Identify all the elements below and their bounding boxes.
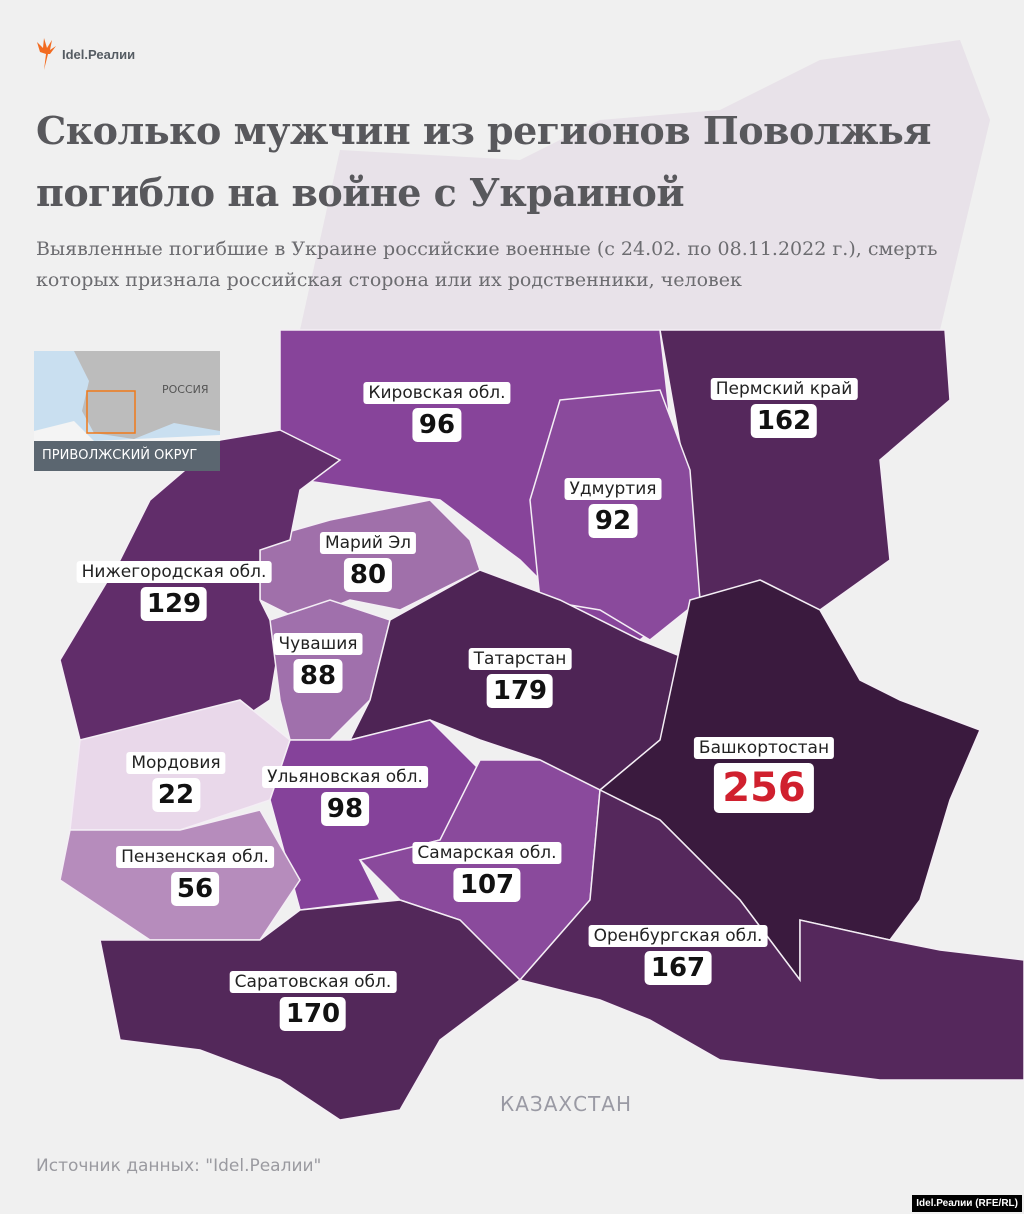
region-value: 92 [588, 504, 638, 538]
region-label: Кировская обл. 96 [363, 382, 511, 442]
source-note: Источник данных: "Idel.Реалии" [36, 1156, 322, 1176]
region-value: 107 [453, 868, 521, 902]
region-label: Мордовия 22 [126, 752, 226, 812]
region-label: Пермский край 162 [710, 378, 858, 438]
credit: Idel.Реалии (RFE/RL) [912, 1195, 1022, 1212]
country-label: РОССИЯ [162, 383, 209, 396]
region-label: Марий Эл 80 [319, 532, 417, 592]
russia-silhouette [300, 40, 990, 330]
neighbor-label: КАЗАХСТАН [500, 1092, 632, 1116]
region-name: Пермский край [710, 378, 858, 400]
region-label: Пензенская обл. 56 [116, 846, 274, 906]
subtitle: Выявленные погибшие в Украине российские… [36, 238, 938, 291]
region-value: 162 [750, 404, 818, 438]
region-value: 56 [170, 872, 220, 906]
logo-text: Idel.Реалии [62, 46, 136, 62]
region-name: Марий Эл [319, 532, 417, 554]
region-value: 88 [293, 659, 343, 693]
region-label: Нижегородская обл. 129 [76, 561, 272, 621]
region-label: Чувашия 88 [273, 633, 363, 693]
inset-caption: ПРИВОЛЖСКИЙ ОКРУГ [34, 441, 220, 471]
region-label: Самарская обл. 107 [412, 842, 562, 902]
region-value: 80 [343, 558, 393, 592]
region-name: Татарстан [468, 648, 572, 670]
region-value: 22 [151, 778, 201, 812]
region-name: Пензенская обл. [116, 846, 274, 868]
torch-icon [37, 38, 56, 70]
region-label: Ульяновская обл. 98 [262, 766, 428, 826]
region-label: Башкортостан 256 [693, 737, 835, 813]
region-label: Оренбургская обл. 167 [588, 925, 768, 985]
region-name: Саратовская обл. [229, 971, 397, 993]
region-value: 179 [486, 674, 554, 708]
page-title: Сколько мужчин из регионов Поволжья поги… [36, 108, 931, 215]
region-name: Оренбургская обл. [588, 925, 768, 947]
region-name: Кировская обл. [363, 382, 511, 404]
region-value: 98 [320, 792, 370, 826]
region-name: Самарская обл. [412, 842, 562, 864]
locator-map: РОССИЯ ПРИВОЛЖСКИЙ ОКРУГ [34, 351, 220, 471]
region-name: Ульяновская обл. [262, 766, 428, 788]
region-highlight-box [86, 390, 136, 434]
region-label: Татарстан 179 [468, 648, 572, 708]
region-label: Удмуртия 92 [564, 478, 662, 538]
logo: Idel.Реалии [34, 36, 135, 72]
region-name: Башкортостан [693, 737, 835, 759]
region-name: Мордовия [126, 752, 226, 774]
region-value: 167 [644, 951, 712, 985]
region-name: Чувашия [273, 633, 363, 655]
region-shape [518, 788, 1024, 1081]
region-label: Саратовская обл. 170 [229, 971, 397, 1031]
region-name: Нижегородская обл. [76, 561, 272, 583]
region-name: Удмуртия [564, 478, 662, 500]
region-value: 96 [412, 408, 462, 442]
region-value: 170 [279, 997, 347, 1031]
region-value: 256 [714, 763, 814, 813]
region-value: 129 [140, 587, 208, 621]
region-shape [659, 329, 951, 611]
